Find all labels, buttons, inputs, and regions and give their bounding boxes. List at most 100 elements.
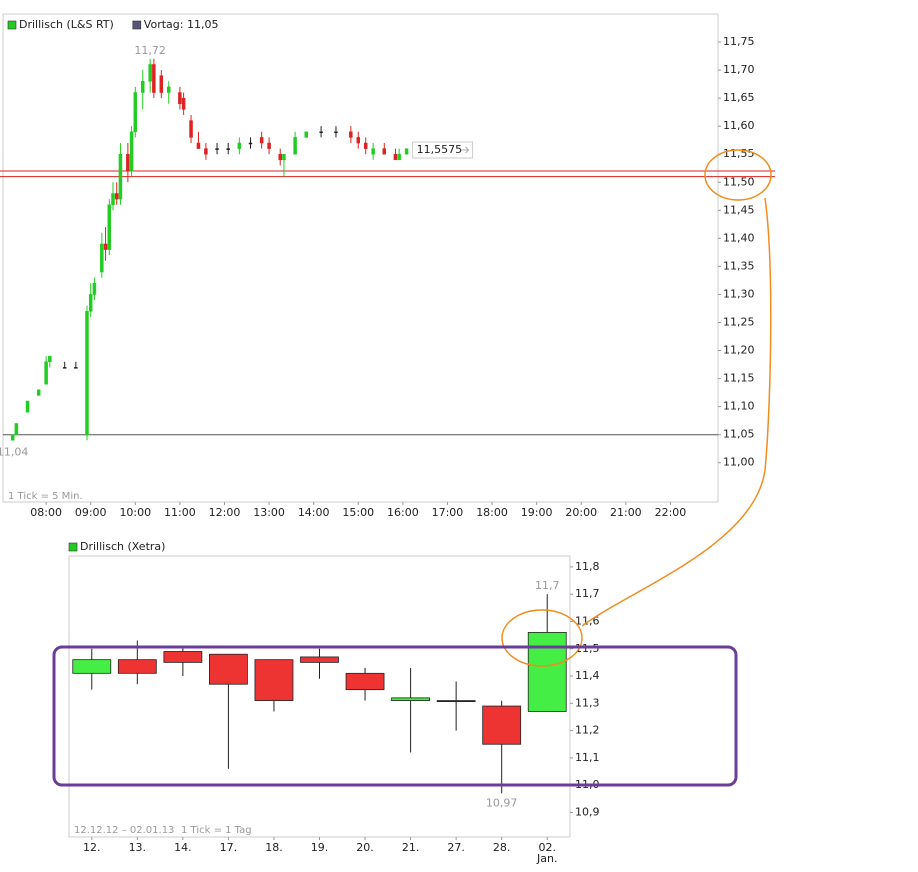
x-tick-label: 14. (174, 841, 192, 854)
candle-body (393, 153, 398, 161)
legend-swatch (7, 20, 17, 30)
candle-body (103, 243, 108, 250)
x-tick-label: 20. (356, 841, 374, 854)
y-tick-label: 11,45 (723, 203, 755, 216)
x-tick-label: 27. (447, 841, 465, 854)
x-tick-label: 14:00 (298, 506, 330, 519)
x-tick-label: 20:00 (565, 506, 597, 519)
x-tick-label: 28. (493, 841, 511, 854)
candle-body (118, 153, 123, 200)
highlight-box (52, 645, 738, 787)
low-label: 10,97 (486, 796, 518, 809)
candle-body (319, 131, 323, 134)
y-tick-label: 11,1 (575, 751, 600, 764)
x-tick-label: 13. (129, 841, 147, 854)
month-marker: Jan. (536, 852, 557, 865)
candle-body (527, 631, 567, 712)
y-tick-label: 11,35 (723, 259, 755, 272)
candle-body (248, 142, 253, 145)
y-tick-label: 11,05 (723, 428, 755, 441)
candle-body (293, 137, 297, 155)
candle-body (92, 282, 97, 295)
highlight-ellipse (501, 609, 583, 667)
last-price-box (412, 141, 474, 159)
y-tick-label: 11,3 (575, 696, 600, 709)
candle-body (436, 700, 476, 702)
y-tick-label: 11,4 (575, 669, 600, 682)
low-label: 11,04 (0, 445, 28, 458)
candle-body (259, 137, 264, 144)
y-tick-label: 11,25 (723, 316, 755, 329)
candle-body (74, 367, 78, 369)
candle-body (126, 153, 130, 172)
candle-body (14, 423, 19, 435)
x-tick-label: 02. (538, 841, 556, 854)
y-tick-label: 11,15 (723, 372, 755, 385)
candle-body (196, 142, 201, 149)
x-tick-label: 10:00 (119, 506, 151, 519)
y-tick-label: 11,40 (723, 231, 755, 244)
candle-body (267, 142, 271, 149)
candle-body (62, 367, 67, 369)
x-tick-label: 15:00 (342, 506, 374, 519)
high-label: 11,7 (535, 579, 560, 592)
legend-label: Drillisch (Xetra) (80, 540, 165, 553)
candle-body (254, 659, 294, 701)
candle-body (166, 86, 171, 93)
x-tick-label: 16:00 (387, 506, 419, 519)
candle-body (345, 672, 385, 691)
x-tick-label: 11:00 (164, 506, 196, 519)
candle-body (25, 400, 30, 413)
x-tick-label: 08:00 (30, 506, 62, 519)
y-tick-label: 11,55 (723, 147, 755, 160)
highlight-ellipse (704, 149, 772, 201)
x-tick-label: 12. (83, 841, 101, 854)
candle-body (100, 243, 104, 273)
candle-body (148, 64, 152, 82)
candle-body (133, 92, 138, 133)
candle-body (178, 92, 182, 104)
y-tick-label: 11,70 (723, 63, 755, 76)
candle-body (85, 311, 89, 435)
x-tick-label: 18. (265, 841, 283, 854)
candle-body (237, 142, 242, 149)
x-tick-label: 21. (402, 841, 420, 854)
candle-body (163, 651, 203, 663)
y-tick-label: 11,65 (723, 91, 755, 104)
x-tick-label: 17:00 (432, 506, 464, 519)
plot-frame (68, 555, 571, 838)
x-tick-label: 12:00 (209, 506, 241, 519)
legend-swatch (132, 20, 142, 30)
legend-swatch (68, 542, 78, 552)
candle-body (404, 148, 409, 155)
x-tick-label: 17. (220, 841, 238, 854)
candle-body (48, 355, 52, 363)
high-label: 11,72 (134, 44, 166, 57)
candle-body (129, 131, 134, 172)
candle-body (300, 656, 339, 663)
y-tick-label: 11,00 (723, 456, 755, 469)
candle-body (304, 131, 308, 138)
y-tick-label: 11,8 (575, 560, 600, 573)
candle-body (107, 204, 112, 250)
date-range: 12.12.12 – 02.01.13 (74, 825, 174, 836)
candle-body (44, 361, 48, 385)
x-tick-label: 19. (311, 841, 329, 854)
candle-body (181, 97, 186, 110)
candle-body (482, 705, 522, 745)
x-tick-label: 22:00 (655, 506, 687, 519)
candle-body (278, 153, 282, 161)
candle-body (209, 653, 248, 685)
candle-body (140, 81, 145, 93)
footnote: 1 Tick = 5 Min. (8, 491, 83, 502)
candle-body (282, 153, 286, 161)
y-tick-label: 11,60 (723, 119, 755, 132)
footnote: 1 Tick = 1 Tag (181, 825, 252, 836)
candle-body (363, 142, 368, 149)
candle-body (36, 389, 41, 396)
last-price-arrow (460, 146, 470, 154)
y-tick-label: 11,30 (723, 287, 755, 300)
candle-body (397, 153, 401, 161)
candle-body (189, 120, 193, 138)
candle-body (10, 434, 15, 441)
